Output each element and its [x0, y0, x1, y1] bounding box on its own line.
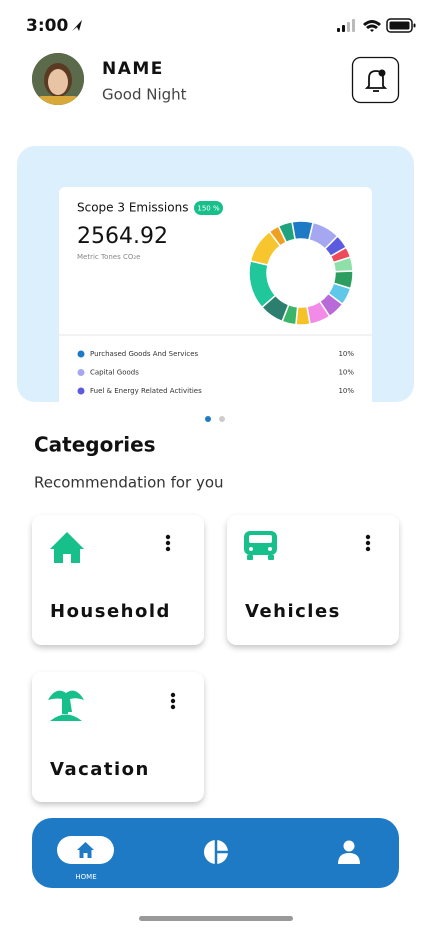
signal-icon	[337, 19, 355, 32]
nav-profile[interactable]	[338, 840, 360, 865]
wifi-icon	[363, 20, 381, 32]
nav-stats[interactable]	[204, 840, 228, 864]
category-card[interactable]: Vacation	[32, 672, 204, 802]
battery-icon	[386, 18, 416, 33]
legend-label: Fuel & Energy Related Activities	[90, 387, 202, 395]
legend-value: 10%	[338, 387, 354, 395]
category-label: Vehicles	[245, 601, 341, 622]
legend-dot	[77, 387, 85, 395]
avatar[interactable]	[32, 53, 84, 110]
section-title: Categories	[34, 433, 156, 457]
nav-label: HOME	[75, 873, 96, 881]
user-name: NAME	[102, 59, 164, 79]
category-card[interactable]: Household	[32, 515, 204, 645]
home-indicator	[139, 916, 293, 921]
legend-label: Capital Goods	[90, 369, 139, 377]
more-button[interactable]	[170, 692, 176, 710]
location-icon	[72, 20, 82, 31]
badge: 150 %	[197, 205, 220, 213]
legend-label: Purchased Goods And Services	[90, 350, 199, 358]
section-subtitle: Recommendation for you	[34, 474, 224, 492]
legend-dot	[77, 350, 85, 358]
page-dot-active[interactable]	[205, 416, 211, 422]
card-title: Scope 3 Emissions	[77, 201, 188, 215]
notification-button[interactable]	[351, 56, 400, 104]
status-bar: 3:00	[26, 16, 416, 36]
legend-value: 10%	[338, 350, 354, 358]
legend-dot	[77, 369, 85, 376]
donut-segment	[277, 220, 296, 244]
emissions-value: 2564.92	[77, 224, 168, 249]
more-button[interactable]	[165, 534, 171, 552]
household-icon	[50, 532, 84, 563]
page-dot[interactable]	[219, 416, 225, 422]
legend-value: 10%	[338, 369, 354, 377]
emissions-carousel[interactable]: Scope 3 Emissions 150 % 2564.92 Metric T…	[17, 146, 414, 417]
vacation-icon	[48, 690, 84, 721]
donut-chart	[248, 220, 354, 326]
category-label: Vacation	[50, 759, 150, 780]
greeting: Good Night	[102, 86, 187, 104]
legend: Purchased Goods And Services 10% Capital G…	[77, 350, 354, 395]
emissions-card	[59, 187, 372, 402]
emissions-unit: Metric Tones CO₂e	[77, 253, 140, 261]
bottom-nav: HOME	[32, 818, 399, 888]
vehicles-icon	[244, 531, 277, 560]
more-button[interactable]	[365, 534, 371, 552]
category-label: Household	[50, 601, 171, 622]
nav-home[interactable]: HOME	[57, 836, 114, 881]
category-card[interactable]: Vehicles	[227, 515, 399, 645]
time: 3:00	[26, 16, 68, 36]
